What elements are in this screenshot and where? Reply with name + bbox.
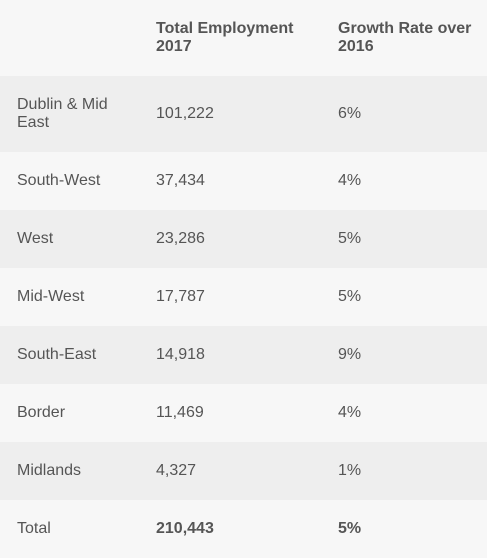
region-cell: South-West bbox=[17, 172, 101, 189]
header-total-employment: Total Employment 2017 bbox=[156, 20, 294, 55]
total-employment: 210,443 bbox=[156, 520, 214, 537]
region-cell: Mid-West bbox=[17, 288, 85, 305]
growth-cell: 5% bbox=[338, 288, 362, 305]
employment-cell: 11,469 bbox=[156, 404, 204, 421]
region-cell: West bbox=[17, 230, 54, 247]
employment-cell: 37,434 bbox=[156, 172, 205, 189]
employment-cell: 23,286 bbox=[156, 230, 205, 247]
growth-cell: 1% bbox=[338, 462, 362, 479]
table-row: Border 11,469 4% bbox=[0, 384, 487, 442]
total-growth: 5% bbox=[338, 520, 362, 537]
table-row: Midlands 4,327 1% bbox=[0, 442, 487, 500]
employment-cell: 14,918 bbox=[156, 346, 205, 363]
region-cell: South-East bbox=[17, 346, 97, 363]
table-header-row: Total Employment 2017 Growth Rate over 2… bbox=[0, 0, 487, 76]
region-cell: Dublin & Mid East bbox=[17, 96, 108, 131]
growth-cell: 6% bbox=[338, 105, 362, 122]
employment-cell: 17,787 bbox=[156, 288, 205, 305]
growth-cell: 9% bbox=[338, 346, 362, 363]
growth-cell: 4% bbox=[338, 404, 362, 421]
table-row: South-East 14,918 9% bbox=[0, 326, 487, 384]
header-growth-rate: Growth Rate over 2016 bbox=[338, 20, 472, 55]
total-row: Total 210,443 5% bbox=[0, 500, 487, 558]
employment-cell: 101,222 bbox=[156, 105, 214, 122]
region-cell: Midlands bbox=[17, 462, 82, 479]
employment-cell: 4,327 bbox=[156, 462, 197, 479]
region-cell: Border bbox=[17, 404, 66, 421]
table-row: Mid-West 17,787 5% bbox=[0, 268, 487, 326]
table-row: Dublin & Mid East 101,222 6% bbox=[0, 76, 487, 152]
header-region bbox=[0, 0, 139, 76]
growth-cell: 5% bbox=[338, 230, 362, 247]
table-row: South-West 37,434 4% bbox=[0, 152, 487, 210]
table-row: West 23,286 5% bbox=[0, 210, 487, 268]
growth-cell: 4% bbox=[338, 172, 362, 189]
total-label: Total bbox=[17, 520, 51, 537]
